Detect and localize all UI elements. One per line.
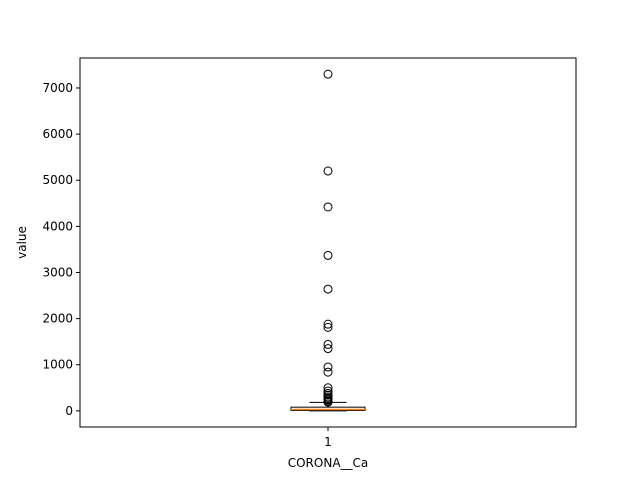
outlier-point — [323, 397, 333, 407]
plot-area — [79, 57, 577, 428]
outlier-point — [323, 386, 333, 396]
y-tick-label: 2000 — [42, 312, 73, 326]
y-axis-label: value — [15, 226, 29, 259]
outlier-point — [323, 362, 333, 372]
x-axis: 1 — [324, 427, 332, 449]
outlier-point — [323, 339, 333, 349]
y-tick-label: 3000 — [42, 265, 73, 279]
outlier-point — [323, 367, 333, 377]
y-tick-label: 1000 — [42, 358, 73, 372]
y-tick-label: 4000 — [42, 219, 73, 233]
outlier-point — [323, 319, 333, 329]
outlier-point — [323, 284, 333, 294]
y-tick-label: 6000 — [42, 127, 73, 141]
y-tick-label: 7000 — [42, 81, 73, 95]
outliers — [323, 69, 333, 407]
x-axis-label: CORONA__Ca — [288, 456, 369, 470]
y-axis: 0 1000 2000 3000 4000 5000 6000 7000 — [42, 81, 80, 418]
outlier-point — [323, 69, 333, 79]
outlier-point — [323, 202, 333, 212]
outlier-point — [323, 166, 333, 176]
outlier-point — [323, 344, 333, 354]
x-tick-label: 1 — [324, 435, 332, 449]
outlier-point — [323, 322, 333, 332]
outlier-point — [323, 250, 333, 260]
y-tick-label: 0 — [65, 404, 73, 418]
outlier-point — [323, 383, 333, 393]
y-tick-label: 5000 — [42, 173, 73, 187]
